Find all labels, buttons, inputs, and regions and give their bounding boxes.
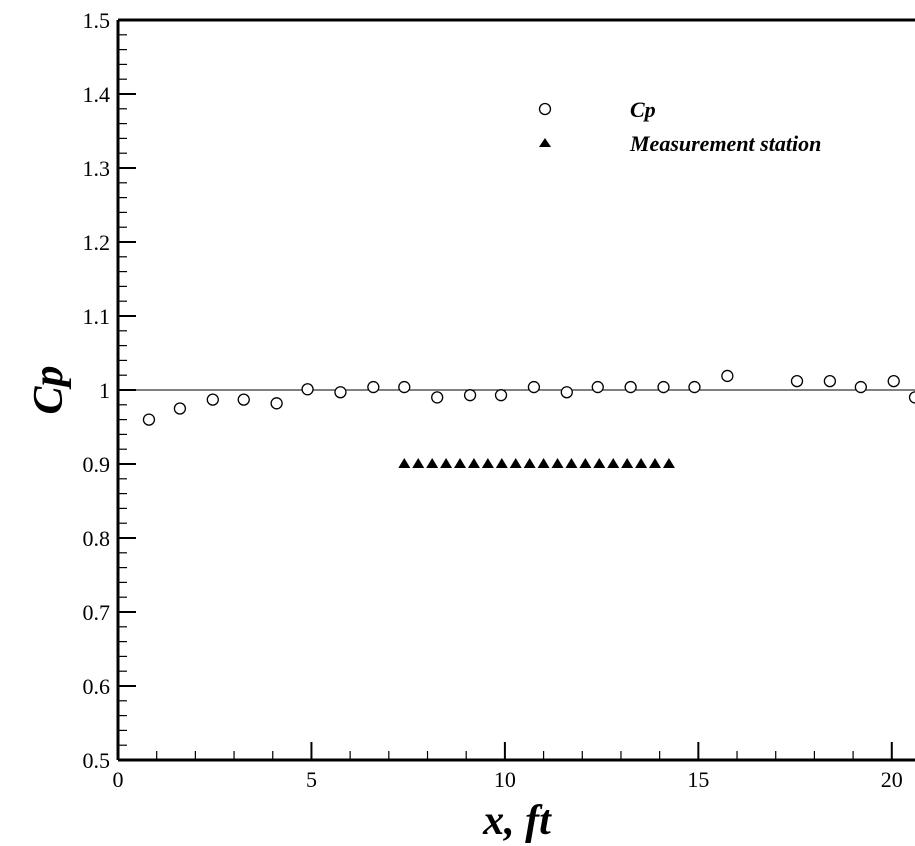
- cp-point: [624, 380, 637, 394]
- x-tick-label: 10: [494, 767, 516, 792]
- x-tick-label: 0: [113, 767, 124, 792]
- legend-marker-measurement-station: [539, 138, 551, 147]
- cp-point: [367, 380, 380, 394]
- y-tick-label: 0.8: [83, 526, 111, 551]
- y-axis-title: Cp: [26, 365, 72, 414]
- cp-point: [398, 380, 411, 394]
- y-tick-label: 0.7: [83, 600, 111, 625]
- measurement-station-marker: [607, 458, 620, 468]
- cp-point: [560, 386, 573, 399]
- measurement-station-marker: [593, 458, 606, 468]
- cp-point: [887, 374, 900, 388]
- cp-point: [527, 380, 541, 394]
- measurement-station-marker: [481, 458, 494, 468]
- measurement-station-marker: [523, 458, 536, 468]
- legend-label-measurement-station: Measurement station: [629, 131, 821, 156]
- cp-point: [142, 413, 156, 426]
- cp-point: [270, 397, 283, 410]
- y-tick-label: 1.3: [83, 156, 111, 181]
- cp-point: [206, 393, 219, 406]
- cp-point: [688, 380, 701, 394]
- x-tick-label: 5: [306, 767, 317, 792]
- y-tick-label: 0.9: [83, 452, 111, 477]
- x-tick-label: 15: [687, 767, 709, 792]
- measurement-station-marker: [635, 458, 648, 468]
- measurement-station-marker: [467, 458, 480, 468]
- cp-point: [431, 391, 444, 404]
- y-tick-label: 0.5: [83, 748, 111, 773]
- cp-point: [657, 380, 670, 394]
- cp-point: [823, 374, 837, 388]
- cp-point: [494, 389, 508, 402]
- measurement-station-marker: [662, 458, 675, 468]
- y-tick-label: 1.5: [83, 8, 111, 33]
- measurement-station-marker: [565, 458, 578, 468]
- y-tick-label: 1.2: [83, 230, 111, 255]
- cp-point: [463, 389, 477, 402]
- legend-label-cp: Cp: [630, 97, 656, 122]
- measurement-station-marker: [440, 458, 453, 468]
- measurement-station-marker: [495, 458, 508, 468]
- measurement-station-marker: [509, 458, 522, 468]
- cp-point: [591, 380, 604, 394]
- plot-axes: 0 5 10 15 20 0.5 0.6 0.7 0.8 0.9 1 1.1 1.2 1.3 1.4 1.5: [83, 8, 915, 792]
- measurement-station-marker: [621, 458, 634, 468]
- measurement-station-marker: [454, 458, 467, 468]
- cp-point: [908, 391, 915, 404]
- measurement-station-marker: [551, 458, 564, 468]
- legend: Cp Measurement station: [538, 97, 821, 156]
- cp-point: [790, 374, 804, 388]
- legend-marker-cp: [538, 102, 552, 116]
- x-tick-label: 20: [881, 767, 903, 792]
- y-tick-label: 0.6: [83, 674, 111, 699]
- y-tick-label: 1: [99, 378, 110, 403]
- data-marks: [142, 369, 915, 468]
- measurement-station-marker: [579, 458, 592, 468]
- cp-point: [721, 369, 734, 383]
- y-tick-label: 1.1: [83, 304, 111, 329]
- cp-point: [237, 393, 250, 406]
- cp-point: [334, 386, 347, 399]
- measurement-station-marker: [398, 458, 411, 468]
- x-axis-title: x, ft: [482, 798, 552, 844]
- cp-point: [173, 402, 187, 415]
- measurement-station-marker: [412, 458, 425, 468]
- cp-point: [854, 380, 867, 394]
- measurement-station-marker: [537, 458, 550, 468]
- cp-point: [301, 383, 314, 396]
- y-tick-label: 1.4: [83, 82, 111, 107]
- measurement-station-marker: [649, 458, 662, 468]
- measurement-station-marker: [426, 458, 439, 468]
